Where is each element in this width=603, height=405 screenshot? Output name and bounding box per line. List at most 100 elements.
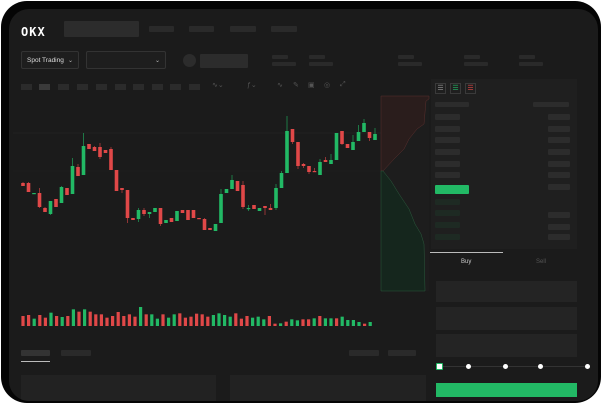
volume-bar [38,315,42,326]
timeframe-button[interactable] [21,84,32,90]
timeframe-button[interactable] [152,84,163,90]
timeframe-button[interactable] [170,84,181,90]
tab-open-orders[interactable] [21,350,50,356]
slider-stop[interactable] [585,364,590,369]
pair-dropdown[interactable]: ⌄ [86,51,166,69]
candle-body [329,160,333,164]
candle-type-icon[interactable]: ∿⌄ [212,82,224,89]
volume-bar [116,312,120,326]
candle-body [125,190,130,218]
volume-bar [307,319,311,326]
candle-body [307,166,311,172]
order-card [230,375,426,401]
volume-bar [94,314,98,326]
candle-body [301,164,306,166]
book-both-icon[interactable]: ☰ [435,83,446,94]
candlestick-chart[interactable] [9,9,598,401]
candle-body [54,199,58,207]
bottom-action[interactable] [349,350,379,356]
slider-stop[interactable] [503,364,508,369]
book-bids-icon[interactable]: ☰ [450,83,461,94]
buy-button[interactable] [436,383,577,397]
tab-order-history[interactable] [61,350,91,356]
volume-bar [211,315,215,326]
volume-bar [77,311,81,326]
volume-bar [206,316,210,326]
nav-item[interactable] [149,26,174,32]
candle-body [158,208,163,224]
stat-label [519,55,535,59]
candle-body [285,131,289,173]
volume-bar [340,316,344,326]
candle-body [340,131,344,144]
timeframe-button[interactable] [96,84,107,90]
slider-stop[interactable] [466,364,471,369]
amount-slider-track[interactable] [440,366,590,367]
book-asks-icon[interactable]: ☰ [465,83,476,94]
nav-item[interactable] [271,26,297,32]
candle-body [219,194,223,223]
tab-buy[interactable]: Buy [461,259,472,265]
ask-row-price [435,172,460,178]
volume-bar [284,321,288,326]
volume-bar [200,314,204,326]
line-tool-icon[interactable]: ∿ [277,82,283,89]
timeframe-button[interactable] [133,84,144,90]
bid-row-price [435,210,460,216]
tab-sell[interactable]: Sell [536,259,547,265]
timeframe-button[interactable] [115,84,126,90]
volume-bar [217,313,221,326]
volume-bar [83,309,87,326]
candle-body [48,201,53,214]
market-type-dropdown[interactable]: Spot Trading ⌄ [21,51,79,69]
candle-body [362,123,366,132]
candle-body [109,149,113,170]
pair-name [200,54,248,68]
candle-body [351,142,355,150]
draw-tool-icon[interactable]: ✎ [293,82,299,89]
book-header-amount [533,102,569,107]
candle-body [26,183,31,192]
candle-body [81,146,86,175]
price-input[interactable] [436,281,577,302]
ask-row-amount [548,126,570,132]
indicator-icon[interactable]: ƒ⌄ [247,82,257,89]
candle-body [142,210,146,214]
candle-body [70,166,75,194]
book-header-price [435,102,469,107]
volume-bar [223,315,227,326]
candle-body [202,219,207,230]
search-bar[interactable] [64,21,139,37]
slider-stop[interactable] [538,364,543,369]
app-screen: OKX Spot Trading ⌄ ⌄ ∿⌄ ƒ⌄ ∿ ✎ ▣ ◎ ⤢ [9,9,598,401]
timeframe-button[interactable] [39,84,50,90]
nav-item[interactable] [230,26,256,32]
volume-bar [144,314,148,326]
settings-icon[interactable]: ◎ [324,82,331,89]
bottom-action[interactable] [388,350,416,356]
active-tab-underline [430,252,503,253]
volume-bar [27,315,31,326]
volume-bar [318,316,322,326]
depth-bids-area [380,170,426,292]
nav-item[interactable] [189,26,214,32]
slider-handle[interactable] [436,363,443,370]
timeframe-button[interactable] [77,84,88,90]
timeframe-button[interactable] [58,84,69,90]
candle-body [147,212,152,214]
candle-body [136,210,141,219]
candle-body [252,205,256,209]
fullscreen-icon[interactable]: ⤢ [340,81,346,88]
volume-bar [351,320,355,326]
bid-row-amount [548,234,570,240]
candle-body [65,188,69,195]
total-input[interactable] [436,334,577,357]
timeframe-button[interactable] [189,84,200,90]
candle-body [246,208,251,210]
okx-logo[interactable]: OKX [21,25,46,39]
amount-input[interactable] [436,307,577,330]
candle-body [153,208,157,212]
camera-icon[interactable]: ▣ [308,82,315,89]
ask-row-price [435,114,460,120]
volume-bar [21,316,25,326]
